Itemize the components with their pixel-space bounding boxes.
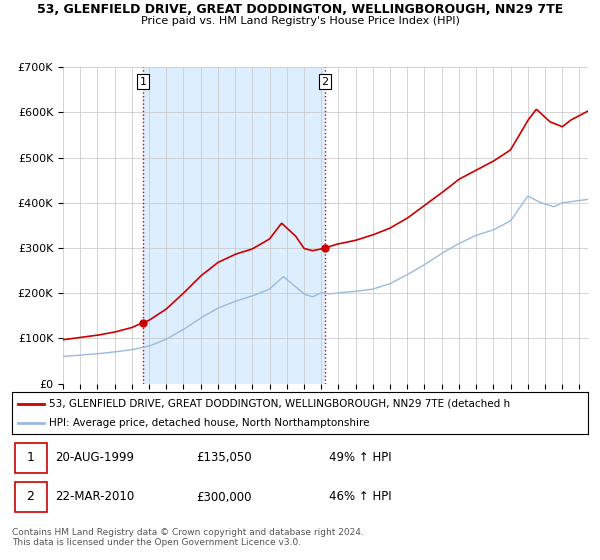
Text: Price paid vs. HM Land Registry's House Price Index (HPI): Price paid vs. HM Land Registry's House … — [140, 16, 460, 26]
Text: 53, GLENFIELD DRIVE, GREAT DODDINGTON, WELLINGBOROUGH, NN29 7TE (detached h: 53, GLENFIELD DRIVE, GREAT DODDINGTON, W… — [49, 399, 511, 409]
Text: 22-MAR-2010: 22-MAR-2010 — [55, 491, 134, 503]
Text: 46% ↑ HPI: 46% ↑ HPI — [329, 491, 391, 503]
Text: 1: 1 — [26, 451, 34, 464]
Text: 1: 1 — [139, 77, 146, 87]
Text: 2: 2 — [26, 491, 34, 503]
Text: £300,000: £300,000 — [196, 491, 252, 503]
Text: 53, GLENFIELD DRIVE, GREAT DODDINGTON, WELLINGBOROUGH, NN29 7TE: 53, GLENFIELD DRIVE, GREAT DODDINGTON, W… — [37, 3, 563, 16]
Text: £135,050: £135,050 — [196, 451, 252, 464]
Bar — [143, 67, 325, 384]
Text: HPI: Average price, detached house, North Northamptonshire: HPI: Average price, detached house, Nort… — [49, 418, 370, 428]
Text: 2: 2 — [322, 77, 329, 87]
FancyBboxPatch shape — [15, 442, 47, 473]
Text: 20-AUG-1999: 20-AUG-1999 — [55, 451, 134, 464]
Text: Contains HM Land Registry data © Crown copyright and database right 2024.
This d: Contains HM Land Registry data © Crown c… — [12, 528, 364, 547]
FancyBboxPatch shape — [15, 482, 47, 512]
Text: 49% ↑ HPI: 49% ↑ HPI — [329, 451, 391, 464]
